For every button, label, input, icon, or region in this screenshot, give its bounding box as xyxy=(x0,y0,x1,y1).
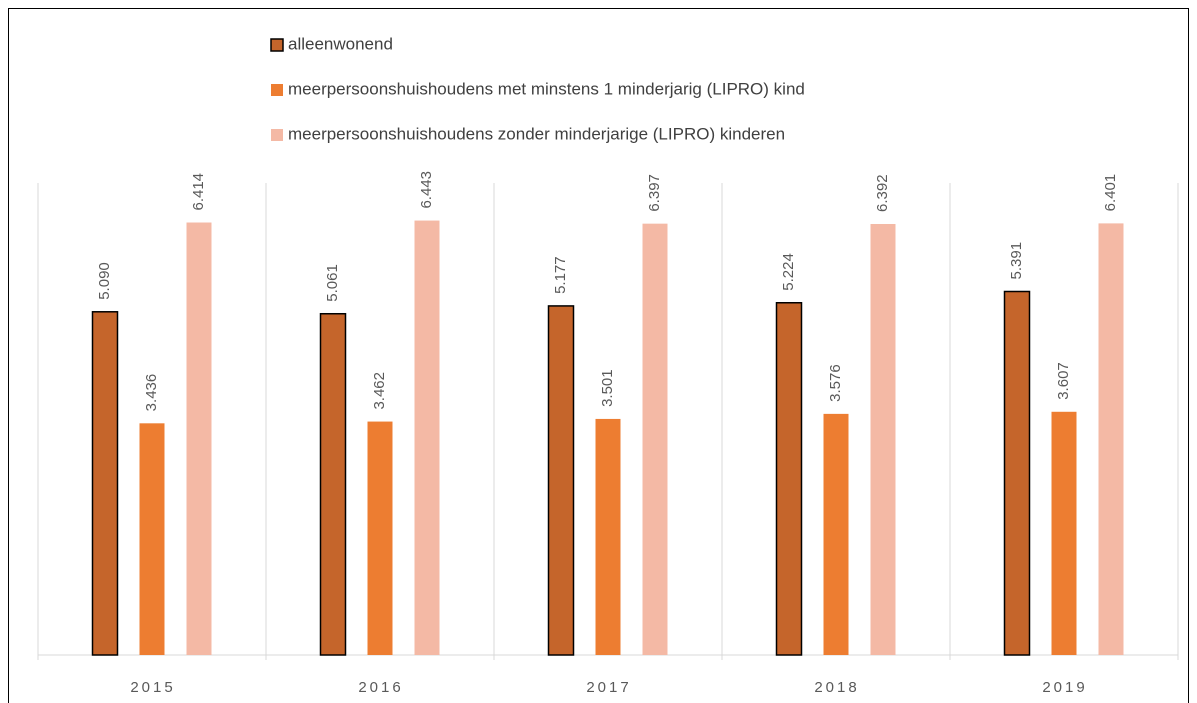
legend-label: meerpersoonshuishoudens zonder minderjar… xyxy=(288,124,785,143)
data-label: 3.607 xyxy=(1055,362,1072,400)
x-tick-label: 2017 xyxy=(586,679,631,696)
bar xyxy=(1003,290,1031,656)
bar xyxy=(870,223,896,655)
legend-swatch xyxy=(270,38,284,52)
x-tick-label: 2018 xyxy=(814,679,859,696)
bar xyxy=(91,311,119,656)
data-label: 5.224 xyxy=(780,253,797,291)
legend-label: alleenwonend xyxy=(288,34,393,53)
data-label: 5.061 xyxy=(324,264,341,302)
legend-swatch xyxy=(271,84,283,96)
bar xyxy=(547,305,575,656)
data-label: 3.436 xyxy=(143,374,160,412)
bar xyxy=(414,220,440,655)
bar xyxy=(1098,223,1124,655)
bar xyxy=(319,312,347,656)
data-label: 6.443 xyxy=(418,171,435,209)
legend-label: meerpersoonshuishoudens met minstens 1 m… xyxy=(288,79,805,98)
x-tick-label: 2015 xyxy=(130,679,175,696)
bar xyxy=(139,423,165,655)
bar xyxy=(823,413,849,655)
data-label: 3.576 xyxy=(827,364,844,402)
data-label: 5.090 xyxy=(96,262,113,300)
data-label: 3.462 xyxy=(371,372,388,410)
bar xyxy=(186,222,212,656)
data-label: 6.401 xyxy=(1102,174,1119,212)
data-label: 6.392 xyxy=(874,174,891,212)
bar xyxy=(595,418,621,655)
bar xyxy=(367,421,393,655)
bar xyxy=(1051,411,1077,655)
data-label: 5.391 xyxy=(1008,242,1025,280)
data-label: 5.177 xyxy=(552,256,569,294)
data-label: 6.414 xyxy=(190,173,207,211)
data-label: 6.397 xyxy=(646,174,663,212)
legend-swatch xyxy=(271,129,283,141)
x-tick-label: 2019 xyxy=(1042,679,1087,696)
chart-border xyxy=(8,8,1189,703)
x-tick-label: 2016 xyxy=(358,679,403,696)
bar xyxy=(775,302,803,656)
data-label: 3.501 xyxy=(599,369,616,407)
bar xyxy=(642,223,668,655)
